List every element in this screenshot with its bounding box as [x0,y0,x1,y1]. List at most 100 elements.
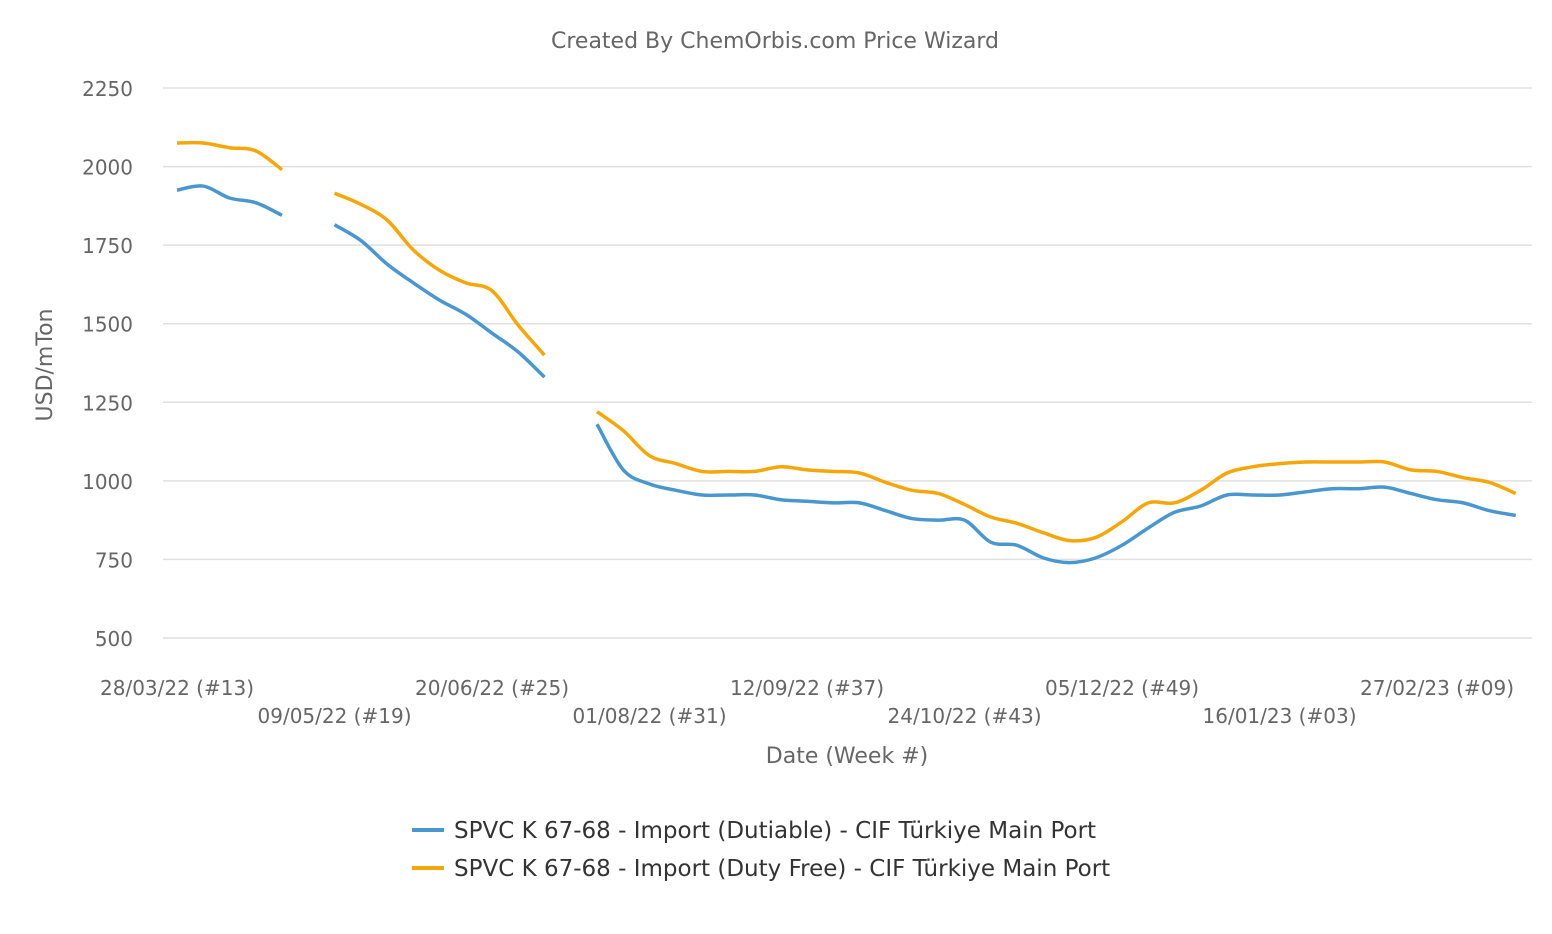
data-point[interactable] [908,486,916,494]
data-point[interactable] [1197,486,1205,494]
data-point[interactable] [1459,499,1467,507]
data-point[interactable] [1197,502,1205,510]
data-point[interactable] [1354,485,1362,493]
data-point[interactable] [1276,491,1284,499]
data-point[interactable] [934,516,942,524]
data-point[interactable] [987,513,995,521]
data-point[interactable] [1486,507,1494,515]
data-point[interactable] [593,420,601,428]
data-point[interactable] [488,287,496,295]
data-point[interactable] [751,491,759,499]
data-point[interactable] [1092,533,1100,541]
data-point[interactable] [1013,519,1021,527]
data-point[interactable] [619,427,627,435]
data-point[interactable] [1066,559,1074,567]
data-point[interactable] [409,246,417,254]
data-point[interactable] [646,480,654,488]
data-point[interactable] [514,348,522,356]
data-point[interactable] [1459,474,1467,482]
data-point[interactable] [803,466,811,474]
data-point[interactable] [751,467,759,475]
data-point[interactable] [278,211,286,219]
data-point[interactable] [961,516,969,524]
data-point[interactable] [777,496,785,504]
data-point[interactable] [226,194,234,202]
legend-item[interactable]: SPVC K 67-68 - Import (Dutiable) - CIF T… [412,818,1096,844]
data-point[interactable] [1433,496,1441,504]
data-point[interactable] [1144,524,1152,532]
data-point[interactable] [1171,499,1179,507]
data-point[interactable] [252,199,260,207]
data-point[interactable] [672,486,680,494]
data-point[interactable] [383,260,391,268]
data-point[interactable] [724,491,732,499]
legend-item[interactable]: SPVC K 67-68 - Import (Duty Free) - CIF … [412,856,1110,882]
data-point[interactable] [882,478,890,486]
data-point[interactable] [514,321,522,329]
data-point[interactable] [987,538,995,546]
data-point[interactable] [698,467,706,475]
data-point[interactable] [436,296,444,304]
data-point[interactable] [541,373,549,381]
data-point[interactable] [934,489,942,497]
data-point[interactable] [1328,458,1336,466]
data-point[interactable] [1249,491,1257,499]
data-point[interactable] [488,329,496,337]
data-point[interactable] [593,408,601,416]
data-point[interactable] [409,279,417,287]
data-point[interactable] [1407,466,1415,474]
data-point[interactable] [462,310,470,318]
data-point[interactable] [619,466,627,474]
data-point[interactable] [724,467,732,475]
data-point[interactable] [803,497,811,505]
data-point[interactable] [1328,485,1336,493]
data-point[interactable] [1039,529,1047,537]
data-point[interactable] [199,182,207,190]
data-point[interactable] [672,460,680,468]
data-point[interactable] [462,279,470,287]
data-point[interactable] [252,147,260,155]
data-point[interactable] [882,507,890,515]
data-point[interactable] [383,216,391,224]
data-point[interactable] [1381,483,1389,491]
data-point[interactable] [1407,489,1415,497]
data-point[interactable] [331,221,339,229]
data-point[interactable] [829,467,837,475]
data-point[interactable] [173,139,181,147]
data-point[interactable] [199,139,207,147]
data-point[interactable] [1223,491,1231,499]
data-point[interactable] [357,200,365,208]
data-point[interactable] [961,500,969,508]
data-point[interactable] [541,351,549,359]
data-point[interactable] [856,499,864,507]
data-point[interactable] [1118,518,1126,526]
data-point[interactable] [1354,458,1362,466]
data-point[interactable] [173,186,181,194]
data-point[interactable] [1512,511,1520,519]
data-point[interactable] [1144,499,1152,507]
data-point[interactable] [1512,489,1520,497]
data-point[interactable] [908,515,916,523]
data-point[interactable] [1433,467,1441,475]
data-point[interactable] [1381,458,1389,466]
data-point[interactable] [856,469,864,477]
data-point[interactable] [698,491,706,499]
data-point[interactable] [1249,463,1257,471]
data-point[interactable] [1092,554,1100,562]
legend[interactable]: SPVC K 67-68 - Import (Dutiable) - CIF T… [412,818,1110,882]
data-point[interactable] [1486,478,1494,486]
data-point[interactable] [1171,508,1179,516]
data-point[interactable] [646,452,654,460]
data-point[interactable] [226,144,234,152]
data-point[interactable] [357,236,365,244]
data-point[interactable] [1302,488,1310,496]
data-point[interactable] [331,189,339,197]
data-point[interactable] [1118,541,1126,549]
data-point[interactable] [436,266,444,274]
data-point[interactable] [1066,537,1074,545]
data-point[interactable] [777,463,785,471]
data-point[interactable] [1013,541,1021,549]
data-point[interactable] [278,166,286,174]
data-point[interactable] [1223,469,1231,477]
data-point[interactable] [1276,460,1284,468]
